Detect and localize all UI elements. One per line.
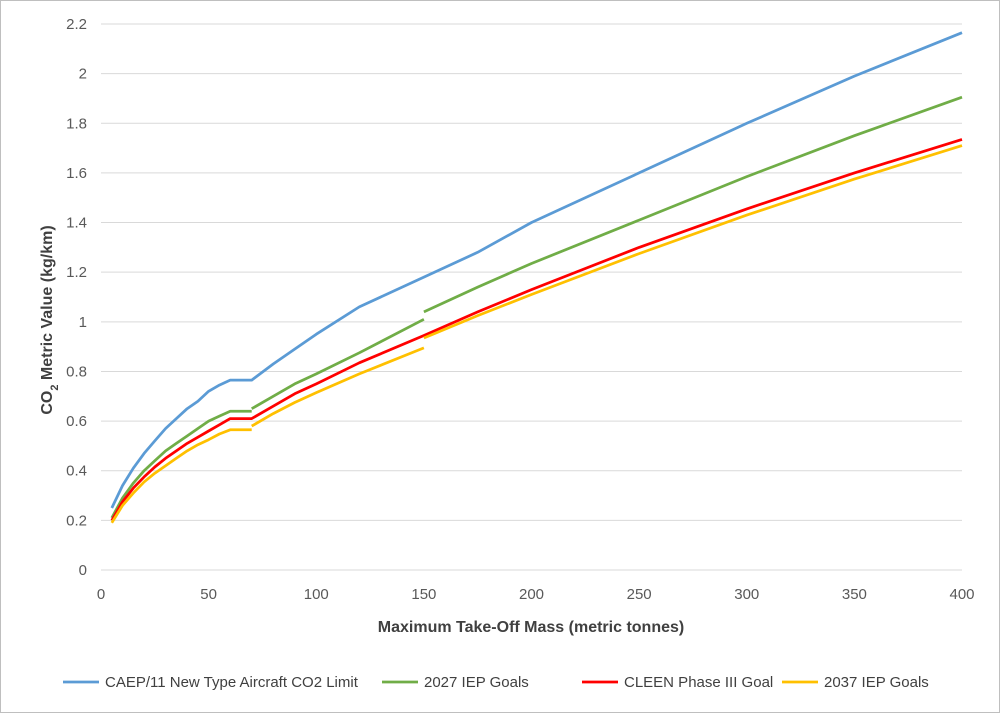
x-tick-label: 350	[842, 586, 867, 603]
x-tick-label: 0	[97, 586, 105, 603]
y-tick-label: 2	[79, 66, 87, 83]
series-line	[110, 138, 963, 522]
y-tick-label: 1.4	[66, 215, 87, 232]
y-tick-label: 1.6	[66, 165, 87, 182]
x-axis-title: Maximum Take-Off Mass (metric tonnes)	[378, 619, 684, 636]
series-line	[110, 428, 252, 524]
legend-label: 2037 IEP Goals	[824, 674, 929, 691]
legend-label: 2027 IEP Goals	[424, 674, 529, 691]
legend-label: CAEP/11 New Type Aircraft CO2 Limit	[105, 674, 359, 691]
y-tick-label: 1	[79, 314, 87, 331]
x-tick-label: 200	[519, 586, 544, 603]
y-tick-label: 0.8	[66, 363, 87, 380]
x-tick-label: 400	[949, 586, 974, 603]
series-line	[110, 409, 252, 519]
y-tick-label: 2.2	[66, 16, 87, 33]
x-tick-label: 300	[734, 586, 759, 603]
x-tick-label: 250	[627, 586, 652, 603]
x-tick-labels: 0 50 100 150 200 250 300 350 400	[97, 586, 975, 603]
series-line	[423, 95, 963, 314]
legend: CAEP/11 New Type Aircraft CO2 Limit 2027 …	[63, 674, 929, 691]
series-line	[110, 31, 963, 509]
series-line	[251, 346, 425, 428]
gridlines	[101, 23, 962, 571]
y-tick-label: 1.8	[66, 115, 87, 132]
y-tick-labels: 0 0.2 0.4 0.6 0.8 1 1.2 1.4 1.6 1.8 2 2.2	[66, 16, 87, 579]
series-lines	[110, 31, 963, 524]
y-axis-title-subscript: 2	[49, 385, 61, 391]
x-tick-label: 100	[304, 586, 329, 603]
y-tick-label: 0	[79, 562, 87, 579]
y-axis-title: CO2 Metric Value (kg/km)	[39, 225, 61, 414]
x-tick-label: 150	[411, 586, 436, 603]
y-axis-title-prefix: CO	[39, 391, 56, 415]
y-tick-label: 1.2	[66, 264, 87, 281]
y-tick-label: 0.4	[66, 463, 87, 480]
y-tick-label: 0.2	[66, 512, 87, 529]
series-line	[251, 318, 425, 410]
x-tick-label: 50	[200, 586, 217, 603]
legend-label: CLEEN Phase III Goal	[624, 674, 773, 691]
series-line	[423, 144, 963, 340]
y-axis-title-suffix: Metric Value (kg/km)	[39, 225, 56, 384]
y-tick-label: 0.6	[66, 413, 87, 430]
